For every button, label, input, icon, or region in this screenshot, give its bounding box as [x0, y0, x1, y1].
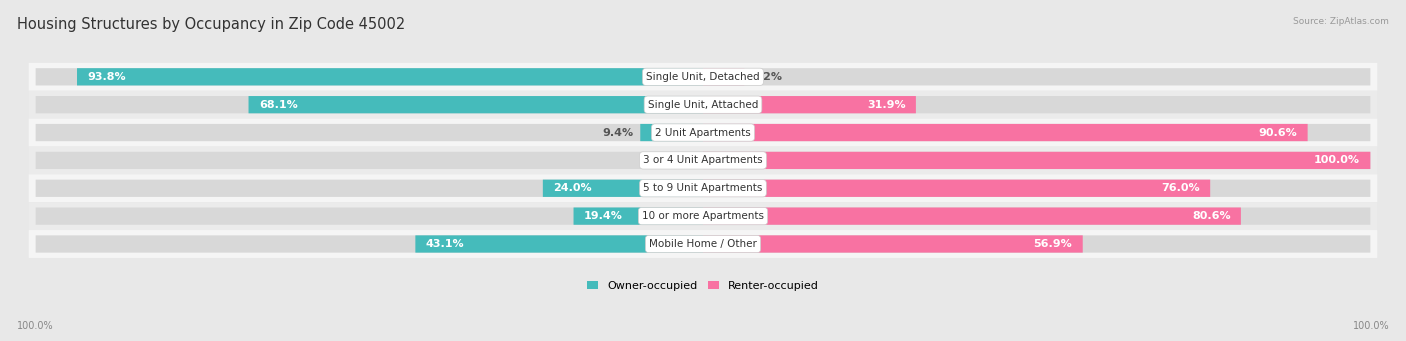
FancyBboxPatch shape [28, 147, 1378, 174]
FancyBboxPatch shape [415, 235, 703, 253]
FancyBboxPatch shape [249, 96, 703, 113]
Text: 3 or 4 Unit Apartments: 3 or 4 Unit Apartments [643, 155, 763, 165]
FancyBboxPatch shape [35, 235, 1371, 253]
FancyBboxPatch shape [28, 63, 1378, 91]
FancyBboxPatch shape [28, 202, 1378, 230]
FancyBboxPatch shape [703, 235, 1083, 253]
FancyBboxPatch shape [35, 152, 1371, 169]
Text: Housing Structures by Occupancy in Zip Code 45002: Housing Structures by Occupancy in Zip C… [17, 17, 405, 32]
Text: Single Unit, Detached: Single Unit, Detached [647, 72, 759, 82]
FancyBboxPatch shape [703, 180, 1211, 197]
Text: 0.0%: 0.0% [658, 155, 689, 165]
Text: 68.1%: 68.1% [259, 100, 298, 110]
Legend: Owner-occupied, Renter-occupied: Owner-occupied, Renter-occupied [586, 281, 820, 291]
FancyBboxPatch shape [35, 96, 1371, 113]
FancyBboxPatch shape [35, 207, 1371, 225]
FancyBboxPatch shape [35, 180, 1371, 197]
FancyBboxPatch shape [574, 207, 703, 225]
Text: 76.0%: 76.0% [1161, 183, 1199, 193]
FancyBboxPatch shape [703, 96, 915, 113]
Text: 5 to 9 Unit Apartments: 5 to 9 Unit Apartments [644, 183, 762, 193]
Text: 6.2%: 6.2% [751, 72, 782, 82]
FancyBboxPatch shape [35, 124, 1371, 141]
Text: 100.0%: 100.0% [17, 321, 53, 331]
Text: 100.0%: 100.0% [1315, 155, 1360, 165]
Text: 93.8%: 93.8% [87, 72, 127, 82]
FancyBboxPatch shape [77, 68, 703, 86]
FancyBboxPatch shape [543, 180, 703, 197]
Text: 80.6%: 80.6% [1192, 211, 1230, 221]
Text: 24.0%: 24.0% [553, 183, 592, 193]
Text: 56.9%: 56.9% [1033, 239, 1073, 249]
Text: 2 Unit Apartments: 2 Unit Apartments [655, 128, 751, 137]
Text: 31.9%: 31.9% [868, 100, 905, 110]
Text: Mobile Home / Other: Mobile Home / Other [650, 239, 756, 249]
FancyBboxPatch shape [703, 68, 744, 86]
Text: 100.0%: 100.0% [1353, 321, 1389, 331]
FancyBboxPatch shape [703, 207, 1241, 225]
FancyBboxPatch shape [28, 174, 1378, 202]
Text: 19.4%: 19.4% [583, 211, 623, 221]
FancyBboxPatch shape [703, 124, 1308, 141]
Text: Single Unit, Attached: Single Unit, Attached [648, 100, 758, 110]
FancyBboxPatch shape [703, 152, 1371, 169]
FancyBboxPatch shape [35, 68, 1371, 86]
Text: Source: ZipAtlas.com: Source: ZipAtlas.com [1294, 17, 1389, 26]
Text: 43.1%: 43.1% [426, 239, 464, 249]
FancyBboxPatch shape [28, 230, 1378, 258]
Text: 9.4%: 9.4% [602, 128, 633, 137]
Text: 10 or more Apartments: 10 or more Apartments [643, 211, 763, 221]
FancyBboxPatch shape [640, 124, 703, 141]
FancyBboxPatch shape [28, 119, 1378, 147]
Text: 90.6%: 90.6% [1258, 128, 1298, 137]
FancyBboxPatch shape [28, 91, 1378, 119]
